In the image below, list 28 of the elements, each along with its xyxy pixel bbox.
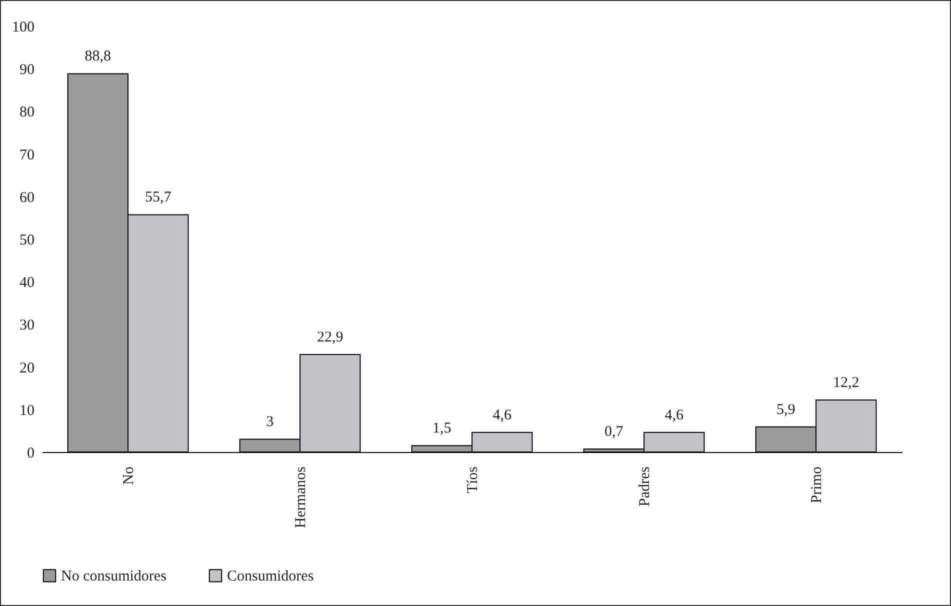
- data-label: 22,9: [316, 329, 344, 346]
- y-tick-label: 90: [20, 62, 34, 78]
- y-tick-label: 30: [20, 318, 34, 334]
- data-label: 12,2: [832, 375, 860, 392]
- x-tick-label: No: [121, 466, 137, 485]
- y-tick-label: 10: [20, 402, 34, 419]
- y-tick-label: 0: [27, 446, 34, 462]
- data-label: 55,7: [144, 190, 172, 206]
- data-label: 1,5: [432, 420, 452, 437]
- data-label: 4,6: [492, 407, 512, 424]
- x-tick-label: Primo: [809, 466, 825, 504]
- data-label: 0,7: [604, 424, 624, 440]
- y-tick-label: 100: [12, 20, 34, 36]
- y-tick-label: 50: [20, 232, 34, 248]
- data-label: 5,9: [776, 402, 796, 418]
- y-tick-label: 80: [20, 104, 34, 121]
- y-tick-label: 40: [20, 275, 34, 292]
- data-label: 88,8: [84, 48, 112, 65]
- y-tick-label: 70: [20, 147, 34, 164]
- x-tick-label: Hermanos: [293, 466, 309, 528]
- data-label: 4,6: [664, 407, 684, 424]
- y-tick-label: 20: [20, 360, 34, 376]
- data-label: 3: [266, 414, 274, 430]
- y-tick-label: 60: [20, 190, 34, 206]
- x-tick-label: Tíos: [465, 466, 481, 494]
- legend-label: Consumidores: [227, 568, 314, 585]
- legend-label: No consumidores: [61, 568, 167, 585]
- x-tick-label: Padres: [637, 466, 653, 506]
